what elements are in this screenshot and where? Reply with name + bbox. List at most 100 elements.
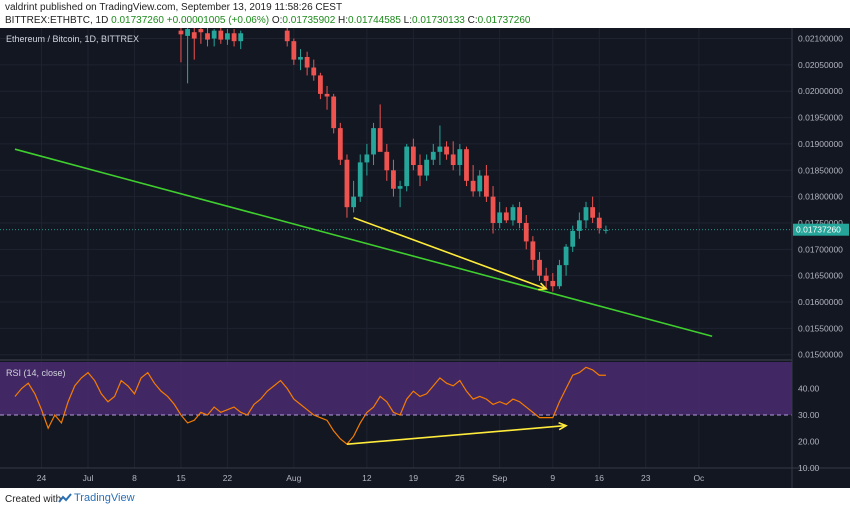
rsi-tick-label: 40.00 — [798, 384, 820, 394]
candle — [231, 29, 237, 47]
candle-body — [364, 154, 370, 163]
candle — [337, 122, 343, 166]
time-tick-label: Aug — [286, 473, 301, 483]
close-label: C: — [467, 15, 478, 26]
rsi-divergence-arrow — [346, 421, 568, 445]
last-price-bg — [793, 223, 849, 236]
last-price-label: 0.01737260 — [793, 223, 849, 236]
high-label: H: — [338, 15, 349, 26]
candle — [424, 154, 430, 181]
time-tick-label: 22 — [223, 473, 233, 483]
candle-body — [464, 149, 469, 181]
candle — [198, 28, 204, 44]
candle — [205, 28, 210, 47]
arrow-shaft — [346, 424, 567, 445]
price-tick-label: 0.01600000 — [798, 297, 843, 307]
price-change: +0.00001005 (+0.06%) — [166, 15, 270, 26]
candle — [298, 49, 303, 71]
trend-layer — [14, 148, 713, 338]
last-price-text: 0.01737260 — [796, 225, 841, 235]
open-value: 0.01735902 — [282, 15, 336, 26]
time-tick-label: 12 — [362, 473, 372, 483]
chart-area[interactable]: 0.02100000 0.02050000 0.02000000 0.01950000… — [0, 28, 850, 488]
author-name[interactable]: valdrint — [5, 2, 38, 13]
candle — [318, 72, 323, 100]
candle — [185, 28, 190, 84]
price-tick-label: 0.01850000 — [798, 165, 843, 175]
footer: Created with TradingView — [0, 488, 850, 510]
candle-body — [603, 229, 609, 231]
rsi-tick-label: 30.00 — [798, 410, 820, 420]
candle — [437, 125, 443, 166]
arrow-shaft — [353, 216, 547, 290]
high-value: 0.01744585 — [348, 15, 401, 26]
candle-body — [430, 151, 436, 160]
candle-body — [225, 33, 230, 40]
candle-body — [304, 56, 310, 68]
candle-body — [298, 56, 303, 60]
candle-body — [590, 207, 596, 218]
main-pane-title: Ethereum / Bitcoin, 1D, BITTREX — [6, 34, 139, 44]
candle-body — [510, 207, 516, 221]
tradingview-brand[interactable]: TradingView — [74, 492, 135, 504]
time-tick-label: Oc — [693, 473, 705, 483]
candle — [470, 165, 476, 197]
rsi-band — [0, 362, 792, 415]
time-tick-label: 19 — [409, 473, 419, 483]
candle-body — [583, 207, 589, 221]
price-tick-label: 0.01950000 — [798, 113, 843, 123]
candle — [537, 251, 542, 281]
open-label: O: — [271, 15, 283, 26]
low-label: L: — [403, 15, 413, 26]
tradingview-logo-icon — [58, 493, 72, 503]
rsi-pane-title: RSI (14, close) — [6, 368, 66, 378]
price-tick-label: 0.01800000 — [798, 192, 843, 202]
candle-body — [404, 146, 410, 187]
last-price: 0.01737260 — [111, 15, 164, 26]
candle — [603, 225, 609, 234]
candle-body — [517, 207, 522, 223]
chart-svg[interactable]: 0.02100000 0.02050000 0.02000000 0.01950000… — [0, 28, 850, 488]
candle-body — [570, 230, 576, 247]
candle — [464, 146, 469, 187]
candle — [570, 225, 576, 252]
candle-body — [371, 128, 376, 155]
candle-body — [530, 241, 536, 260]
candle-body — [397, 186, 403, 189]
candle-body — [377, 128, 383, 152]
candle — [497, 201, 503, 229]
candle-body — [238, 33, 244, 42]
axis-layer[interactable]: 0.02100000 0.02050000 0.02000000 0.01950000… — [37, 34, 843, 483]
candle — [490, 186, 496, 234]
candle-body — [284, 30, 290, 42]
arrow-head — [558, 421, 568, 431]
candle-body — [311, 67, 317, 76]
candle-body — [384, 151, 390, 171]
time-tick-label: 16 — [595, 473, 605, 483]
candle — [444, 141, 449, 160]
candle — [596, 212, 602, 234]
time-tick-label: 8 — [132, 473, 137, 483]
candle-body — [470, 180, 476, 192]
candle — [225, 29, 230, 45]
candle-body — [450, 154, 456, 166]
publish-info: valdrint published on TradingView.com, S… — [5, 2, 342, 13]
close-value: 0.01737260 — [477, 15, 531, 26]
price-tick-label: 0.01900000 — [798, 139, 843, 149]
candle-body — [477, 175, 483, 192]
time-tick-label: 24 — [37, 473, 47, 483]
candle-body — [324, 93, 330, 97]
candle-body — [490, 196, 496, 223]
candle-body — [344, 159, 350, 208]
price-tick-label: 0.01650000 — [798, 271, 843, 281]
published-text: published on TradingView.com, September … — [40, 2, 343, 13]
candle — [503, 207, 509, 223]
arrow-head — [538, 282, 548, 291]
candle — [543, 267, 549, 289]
candle — [410, 138, 416, 171]
candle-body — [357, 162, 363, 197]
time-tick-label: 26 — [455, 473, 465, 483]
candle — [590, 196, 596, 223]
candle-body — [178, 30, 184, 35]
time-tick-label: 23 — [641, 473, 651, 483]
